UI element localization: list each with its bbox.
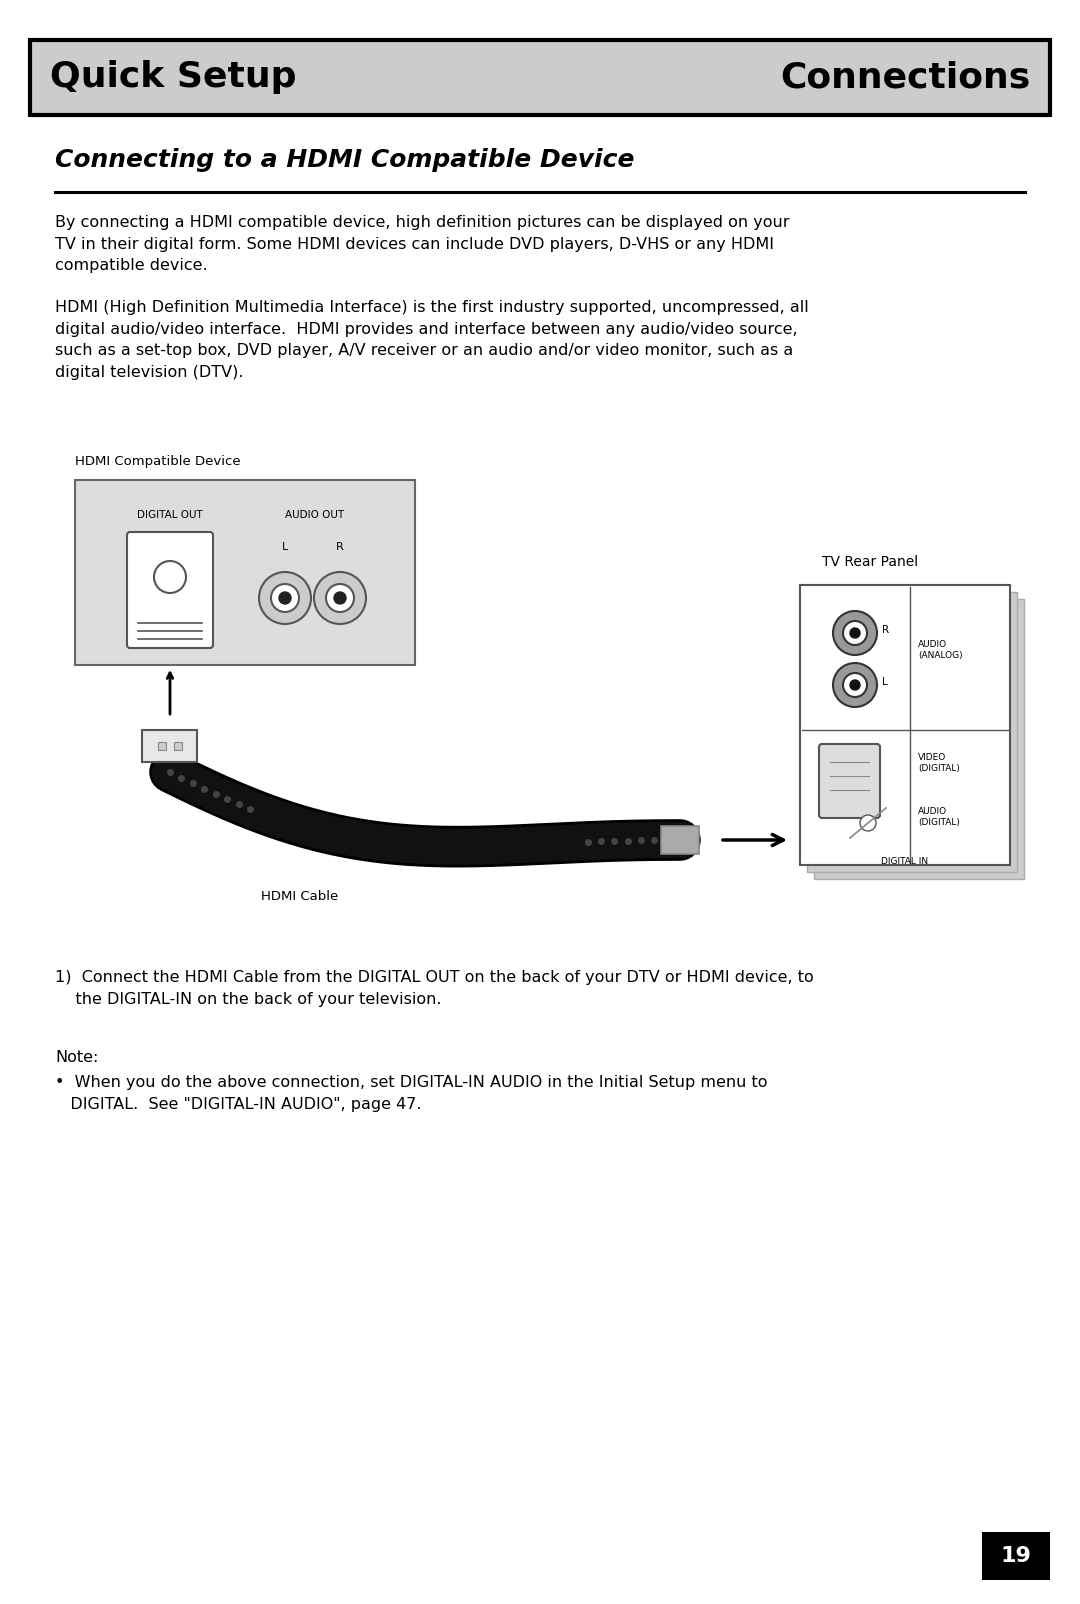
Text: L: L <box>282 542 288 552</box>
Circle shape <box>279 592 291 605</box>
Text: HDMI Compatible Device: HDMI Compatible Device <box>75 456 241 468</box>
FancyBboxPatch shape <box>127 533 213 648</box>
Text: TV Rear Panel: TV Rear Panel <box>822 555 918 569</box>
Text: AUDIO
(DIGITAL): AUDIO (DIGITAL) <box>918 807 960 828</box>
Text: Note:: Note: <box>55 1051 98 1065</box>
Text: R: R <box>336 542 343 552</box>
Circle shape <box>843 621 867 645</box>
Circle shape <box>843 674 867 698</box>
Bar <box>982 1532 1050 1580</box>
Text: Connections: Connections <box>780 61 1030 95</box>
Bar <box>158 743 166 751</box>
Bar <box>661 826 699 853</box>
Text: 19: 19 <box>1000 1546 1031 1566</box>
Bar <box>174 743 183 751</box>
Text: 1)  Connect the HDMI Cable from the DIGITAL OUT on the back of your DTV or HDMI : 1) Connect the HDMI Cable from the DIGIT… <box>55 970 813 1007</box>
Circle shape <box>833 662 877 707</box>
Circle shape <box>314 573 366 624</box>
Text: Quick Setup: Quick Setup <box>50 61 297 95</box>
Text: DIGITAL IN: DIGITAL IN <box>881 857 929 866</box>
Text: AUDIO OUT: AUDIO OUT <box>285 510 345 520</box>
Circle shape <box>860 815 876 831</box>
Text: R: R <box>882 626 889 635</box>
Circle shape <box>326 584 354 613</box>
Circle shape <box>259 573 311 624</box>
Text: •  When you do the above connection, set DIGITAL-IN AUDIO in the Initial Setup m: • When you do the above connection, set … <box>55 1075 768 1112</box>
Text: DIGITAL OUT: DIGITAL OUT <box>137 510 203 520</box>
Text: AUDIO
(ANALOG): AUDIO (ANALOG) <box>918 640 962 661</box>
Circle shape <box>154 561 186 593</box>
Circle shape <box>850 629 860 638</box>
Circle shape <box>271 584 299 613</box>
Bar <box>75 480 415 666</box>
Circle shape <box>850 680 860 690</box>
Text: By connecting a HDMI compatible device, high definition pictures can be displaye: By connecting a HDMI compatible device, … <box>55 215 789 273</box>
Text: HDMI Cable: HDMI Cable <box>261 890 339 903</box>
Text: L: L <box>882 677 888 687</box>
Bar <box>30 40 1050 115</box>
Text: HDMI (High Definition Multimedia Interface) is the first industry supported, unc: HDMI (High Definition Multimedia Interfa… <box>55 300 809 380</box>
Text: VIDEO
(DIGITAL): VIDEO (DIGITAL) <box>918 752 960 773</box>
Bar <box>807 592 1017 873</box>
Circle shape <box>833 611 877 654</box>
Circle shape <box>334 592 346 605</box>
Bar <box>800 585 1010 865</box>
Text: Connecting to a HDMI Compatible Device: Connecting to a HDMI Compatible Device <box>55 148 635 172</box>
FancyBboxPatch shape <box>141 730 197 762</box>
FancyBboxPatch shape <box>819 744 880 818</box>
Bar <box>814 598 1024 879</box>
